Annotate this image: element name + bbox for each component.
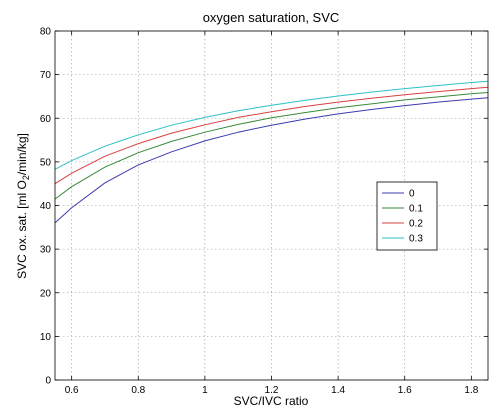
x-tick-label: 0.6 (65, 385, 79, 396)
legend-label: 0.2 (409, 219, 423, 230)
x-tick-label: 1.4 (331, 385, 345, 396)
x-tick-label: 0.8 (131, 385, 145, 396)
axis-ticks: 0.6 0.8 1 1.2 1.4 1.6 1.8 0 10 20 30 40 50 60 70 80 (40, 27, 488, 396)
y-tick-label: 80 (40, 27, 52, 38)
x-tick-label: 1.8 (464, 385, 478, 396)
legend-box (376, 181, 438, 251)
legend-label: 0.1 (409, 204, 423, 215)
legend-label: 0 (409, 189, 415, 200)
y-axis-title: SVC ox. sat. [ml O2/min/kg] (15, 133, 31, 279)
y-tick-label: 10 (40, 332, 52, 343)
y-tick-label: 60 (40, 114, 52, 125)
y-tick-label: 70 (40, 70, 52, 81)
series-lines (54, 80, 489, 224)
series-line-0 (54, 97, 489, 224)
series-line-0.3 (54, 80, 489, 170)
y-tick-label: 30 (40, 245, 52, 256)
y-tick-label: 40 (40, 201, 52, 212)
legend: 0 0.1 0.2 0.3 (376, 181, 438, 251)
series-line-0.2 (54, 86, 489, 185)
y-tick-label: 20 (40, 288, 52, 299)
x-axis-title: SVC/IVC ratio (234, 394, 309, 408)
y-axis-title-main: SVC ox. sat. [ml O (15, 180, 29, 279)
y-tick-label: 0 (45, 376, 51, 387)
series-line-0.1 (54, 92, 489, 200)
y-tick-label: 50 (40, 157, 52, 168)
legend-label: 0.3 (409, 234, 423, 245)
chart-title: oxygen saturation, SVC (203, 10, 340, 25)
x-tick-label: 1.2 (265, 385, 279, 396)
y-axis-title-unit: /min/kg] (15, 133, 29, 175)
y-axis-title-subscript: 2 (21, 175, 31, 180)
x-tick-label: 1 (202, 385, 208, 396)
x-tick-label: 1.6 (398, 385, 412, 396)
